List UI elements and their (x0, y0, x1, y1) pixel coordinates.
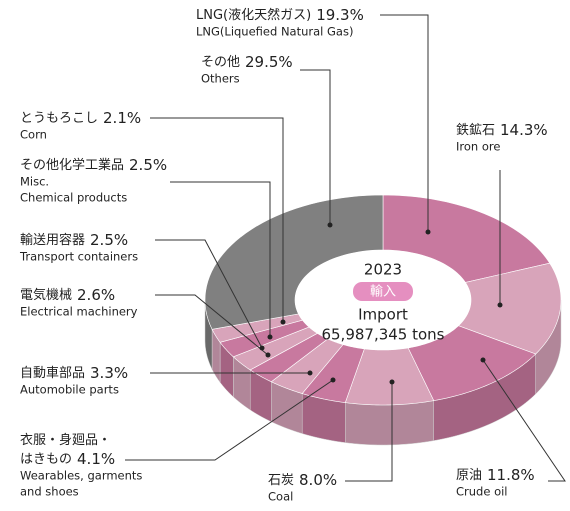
label-ja: LNG(液化天然ガス) 19.3% (196, 6, 364, 24)
leader-dot (327, 222, 333, 228)
value-label: 2.6% (77, 286, 115, 304)
year: 2023 (364, 261, 402, 279)
leader-line (155, 239, 263, 349)
leader-dot (497, 302, 503, 308)
label-en: Iron ore (456, 140, 500, 154)
label-ja-text: 自動車部品 (20, 366, 85, 381)
leader-dot (307, 370, 313, 376)
label-ja-text: 輸送用容器 (20, 232, 85, 248)
total: 65,987,345 tons (321, 326, 444, 344)
label-ja-text: その他化学工業品 (20, 157, 124, 173)
label-ja-text: とうもろこし (20, 111, 98, 126)
label-en: LNG(Liquefied Natural Gas) (196, 25, 353, 39)
leader-line (380, 14, 429, 232)
center-title: Import (358, 306, 408, 324)
label-ja: とうもろこし 2.1% (20, 109, 141, 127)
leader-dot (280, 319, 286, 325)
value-label: 11.8% (487, 466, 535, 484)
label-en: Transport containers (19, 250, 138, 264)
leader-line (150, 117, 284, 322)
badge: 輸入 (370, 285, 396, 300)
label-ja: 石炭 8.0% (268, 471, 337, 489)
label-en: Others (201, 72, 240, 86)
label-ja: 自動車部品 3.3% (20, 364, 128, 382)
label-ja: その他 29.5% (201, 53, 293, 71)
label-ja-text: その他 (201, 55, 240, 70)
value-label: 14.3% (500, 121, 548, 139)
label-en: Automobile parts (20, 383, 119, 397)
leader-line (155, 294, 269, 356)
label-ja: はきもの 4.1% (20, 450, 115, 468)
label-en: Chemical products (20, 191, 127, 205)
value-label: 8.0% (299, 471, 337, 489)
label-ja-text: 衣服・身廻品・ (20, 432, 111, 448)
slice-side (345, 400, 434, 446)
leader-dot (259, 345, 265, 351)
value-label: 3.3% (90, 364, 128, 382)
value-label: 2.1% (103, 109, 141, 127)
leader-line (482, 359, 566, 482)
label-ja: 鉄鉱石 14.3% (456, 121, 548, 139)
leader-line (345, 382, 393, 482)
leader-dot (330, 377, 336, 383)
label-en: Wearables, garments (20, 469, 142, 483)
leader-dot (267, 334, 273, 340)
label-en: Misc. (20, 175, 49, 189)
label-ja: 衣服・身廻品・ (20, 432, 111, 448)
leader-dot (480, 357, 486, 363)
label-ja-text: LNG(液化天然ガス) (196, 7, 311, 23)
label-en: and shoes (20, 485, 79, 499)
badge-bg (353, 282, 413, 301)
value-label: 2.5% (129, 156, 167, 174)
label-en: Coal (268, 490, 293, 504)
leader-line (125, 379, 334, 461)
leader-dot (265, 352, 271, 358)
value-label: 19.3% (316, 6, 364, 24)
label-ja-text: 鉄鉱石 (456, 122, 495, 138)
value-label: 29.5% (245, 53, 293, 71)
leader-dot (425, 229, 431, 235)
label-en: Electrical machinery (20, 305, 138, 319)
value-label: 4.1% (77, 450, 115, 468)
label-ja: 電気機械 2.6% (20, 286, 115, 304)
value-label: 2.5% (90, 231, 128, 249)
label-ja-text: 電気機械 (20, 287, 72, 303)
label-ja: 輸送用容器 2.5% (20, 231, 128, 249)
label-ja: 原油 11.8% (456, 466, 535, 484)
label-ja-text: はきもの (20, 452, 72, 467)
leader-dot (389, 379, 395, 385)
label-en: Crude oil (456, 485, 508, 499)
label-ja: その他化学工業品 2.5% (20, 156, 167, 174)
label-ja-text: 石炭 (268, 473, 294, 488)
leader-line (170, 181, 271, 337)
leader-line (300, 69, 331, 225)
label-en: Corn (20, 128, 47, 142)
label-ja-text: 原油 (456, 468, 482, 483)
